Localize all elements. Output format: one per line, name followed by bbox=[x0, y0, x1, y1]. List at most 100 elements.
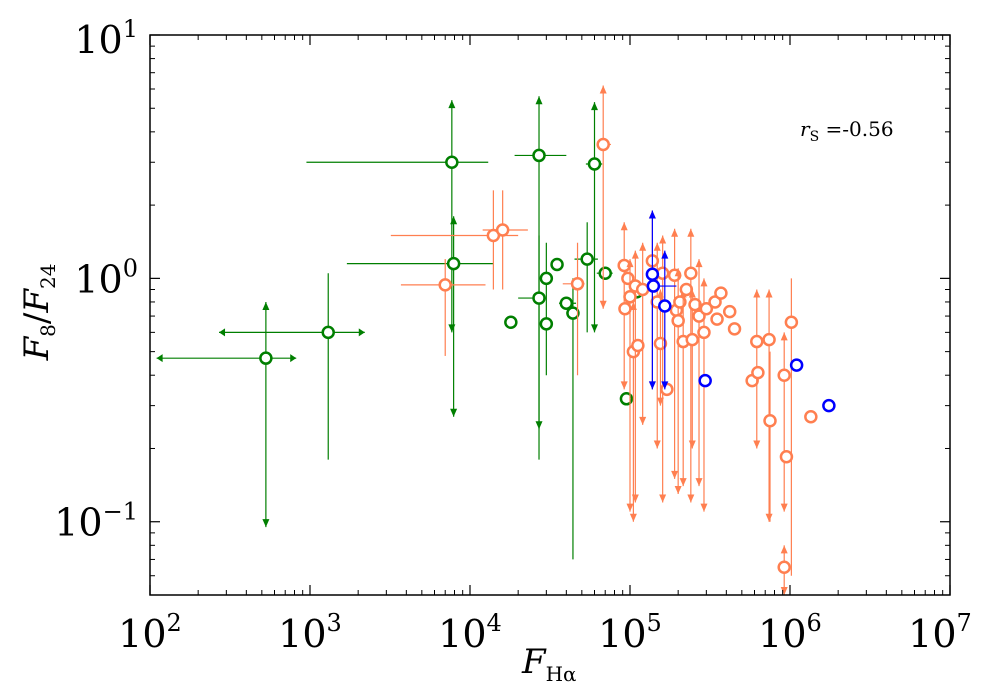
down-arrow bbox=[648, 381, 656, 390]
data-point bbox=[710, 312, 724, 326]
point-marker bbox=[750, 334, 764, 349]
data-point bbox=[789, 358, 804, 372]
y-tick-label: 100 bbox=[74, 254, 138, 301]
point-marker bbox=[698, 373, 712, 388]
data-point bbox=[722, 304, 737, 319]
up-arrow bbox=[262, 301, 270, 310]
point-marker bbox=[532, 291, 546, 305]
up-arrow bbox=[687, 228, 695, 237]
data-point bbox=[539, 317, 554, 331]
down-arrow bbox=[765, 513, 773, 522]
y-tick-label: 10−1 bbox=[54, 498, 138, 545]
down-arrow bbox=[688, 440, 696, 449]
data-point bbox=[777, 332, 791, 512]
left-arrow bbox=[156, 354, 163, 363]
point-marker bbox=[259, 351, 273, 365]
data-point bbox=[751, 365, 765, 380]
point-marker bbox=[697, 325, 711, 340]
down-arrow bbox=[671, 470, 679, 479]
point-marker bbox=[708, 295, 722, 309]
data-point bbox=[777, 545, 791, 595]
data-point bbox=[596, 85, 611, 309]
point-marker bbox=[763, 413, 777, 428]
down-arrow bbox=[679, 478, 687, 487]
data-point bbox=[518, 235, 547, 460]
data-point bbox=[585, 102, 603, 333]
point-marker bbox=[559, 296, 574, 311]
point-marker bbox=[671, 313, 685, 328]
point-marker bbox=[532, 148, 546, 163]
down-arrow bbox=[262, 519, 270, 528]
up-arrow bbox=[448, 100, 456, 109]
down-arrow bbox=[639, 416, 647, 425]
point-marker bbox=[804, 410, 818, 424]
point-marker bbox=[598, 266, 612, 280]
data-point bbox=[631, 338, 645, 353]
data-point bbox=[727, 322, 742, 336]
data-point bbox=[698, 373, 712, 388]
point-marker bbox=[618, 302, 632, 316]
point-marker bbox=[762, 332, 776, 347]
down-arrow bbox=[687, 494, 695, 503]
point-marker bbox=[438, 278, 452, 292]
point-marker bbox=[539, 271, 554, 286]
series-green bbox=[156, 96, 644, 560]
data-point bbox=[539, 242, 554, 376]
point-marker bbox=[679, 282, 694, 297]
point-marker bbox=[751, 365, 765, 380]
down-arrow bbox=[674, 486, 682, 495]
point-marker bbox=[688, 297, 702, 312]
up-arrow bbox=[688, 289, 696, 298]
down-arrow bbox=[450, 408, 458, 417]
point-marker bbox=[635, 282, 650, 297]
point-marker bbox=[321, 325, 335, 340]
data-point bbox=[688, 297, 702, 312]
series-blue bbox=[645, 210, 836, 413]
point-marker bbox=[710, 312, 724, 326]
left-arrow bbox=[219, 328, 226, 337]
point-marker bbox=[566, 306, 580, 320]
point-marker bbox=[660, 382, 674, 397]
y-axis-title: F8/F24 bbox=[17, 264, 60, 362]
up-arrow bbox=[599, 85, 607, 94]
data-point bbox=[618, 302, 632, 316]
down-arrow bbox=[700, 503, 708, 512]
data-point bbox=[699, 302, 714, 316]
down-arrow bbox=[626, 503, 634, 512]
up-arrow bbox=[700, 278, 708, 287]
down-arrow bbox=[780, 587, 788, 595]
data-point bbox=[156, 301, 297, 528]
x-tick-label: 104 bbox=[438, 609, 502, 656]
point-marker bbox=[658, 299, 672, 313]
down-arrow bbox=[753, 440, 761, 449]
x-tick-label: 105 bbox=[598, 609, 662, 656]
down-arrow bbox=[629, 513, 637, 522]
data-point bbox=[566, 278, 580, 560]
point-marker bbox=[570, 277, 585, 291]
point-marker bbox=[504, 315, 518, 330]
x-tick-label: 106 bbox=[758, 609, 822, 656]
point-marker bbox=[645, 267, 660, 281]
data-point bbox=[219, 273, 365, 460]
right-arrow bbox=[358, 328, 365, 337]
data-point bbox=[504, 315, 518, 330]
up-arrow bbox=[671, 228, 679, 237]
data-point bbox=[482, 190, 528, 290]
down-arrow bbox=[659, 494, 667, 503]
point-marker bbox=[777, 560, 791, 575]
x-tick-label: 107 bbox=[908, 609, 972, 656]
data-point bbox=[822, 398, 836, 413]
up-arrow bbox=[780, 545, 788, 554]
up-arrow bbox=[648, 210, 656, 219]
point-marker bbox=[646, 279, 661, 293]
point-marker bbox=[789, 358, 804, 372]
up-arrow bbox=[626, 259, 634, 268]
down-arrow bbox=[591, 324, 599, 333]
down-arrow bbox=[620, 381, 628, 390]
x-tick-label: 103 bbox=[278, 609, 342, 656]
down-arrow bbox=[631, 494, 639, 503]
x-axis-title: FHα bbox=[521, 642, 577, 686]
point-marker bbox=[784, 315, 799, 330]
